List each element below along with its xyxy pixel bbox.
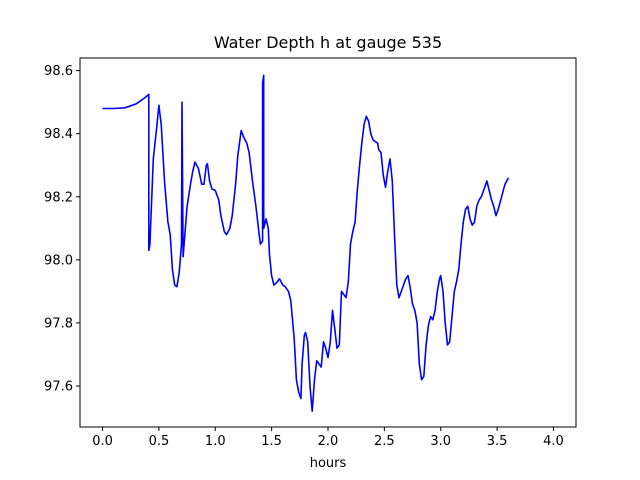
x-axis: 0.0 0.5 1.0 1.5 2.0 2.5 3.0 3.5 4.0 bbox=[92, 427, 564, 449]
chart-title: Water Depth h at gauge 535 bbox=[214, 33, 442, 52]
x-axis-label: hours bbox=[310, 456, 347, 471]
series-line bbox=[102, 74, 510, 412]
x-tick-label: 4.0 bbox=[543, 434, 564, 449]
x-tick-label: 0.5 bbox=[149, 434, 170, 449]
x-tick-label: 1.0 bbox=[205, 434, 226, 449]
x-tick-label: 2.0 bbox=[318, 434, 339, 449]
y-tick-label: 98.6 bbox=[44, 64, 73, 79]
x-tick-label: 1.5 bbox=[261, 434, 282, 449]
y-tick-label: 97.8 bbox=[44, 316, 73, 331]
y-tick-label: 98.4 bbox=[44, 127, 73, 142]
x-tick-label: 3.5 bbox=[487, 434, 508, 449]
y-axis: 97.6 97.8 98.0 98.2 98.4 98.6 bbox=[44, 64, 80, 395]
y-tick-label: 98.0 bbox=[44, 253, 73, 268]
x-tick-label: 3.0 bbox=[430, 434, 451, 449]
x-tick-label: 2.5 bbox=[374, 434, 395, 449]
y-tick-label: 97.6 bbox=[44, 380, 73, 395]
series-layer bbox=[102, 74, 510, 412]
y-tick-label: 98.2 bbox=[44, 190, 73, 205]
x-tick-label: 0.0 bbox=[92, 434, 113, 449]
